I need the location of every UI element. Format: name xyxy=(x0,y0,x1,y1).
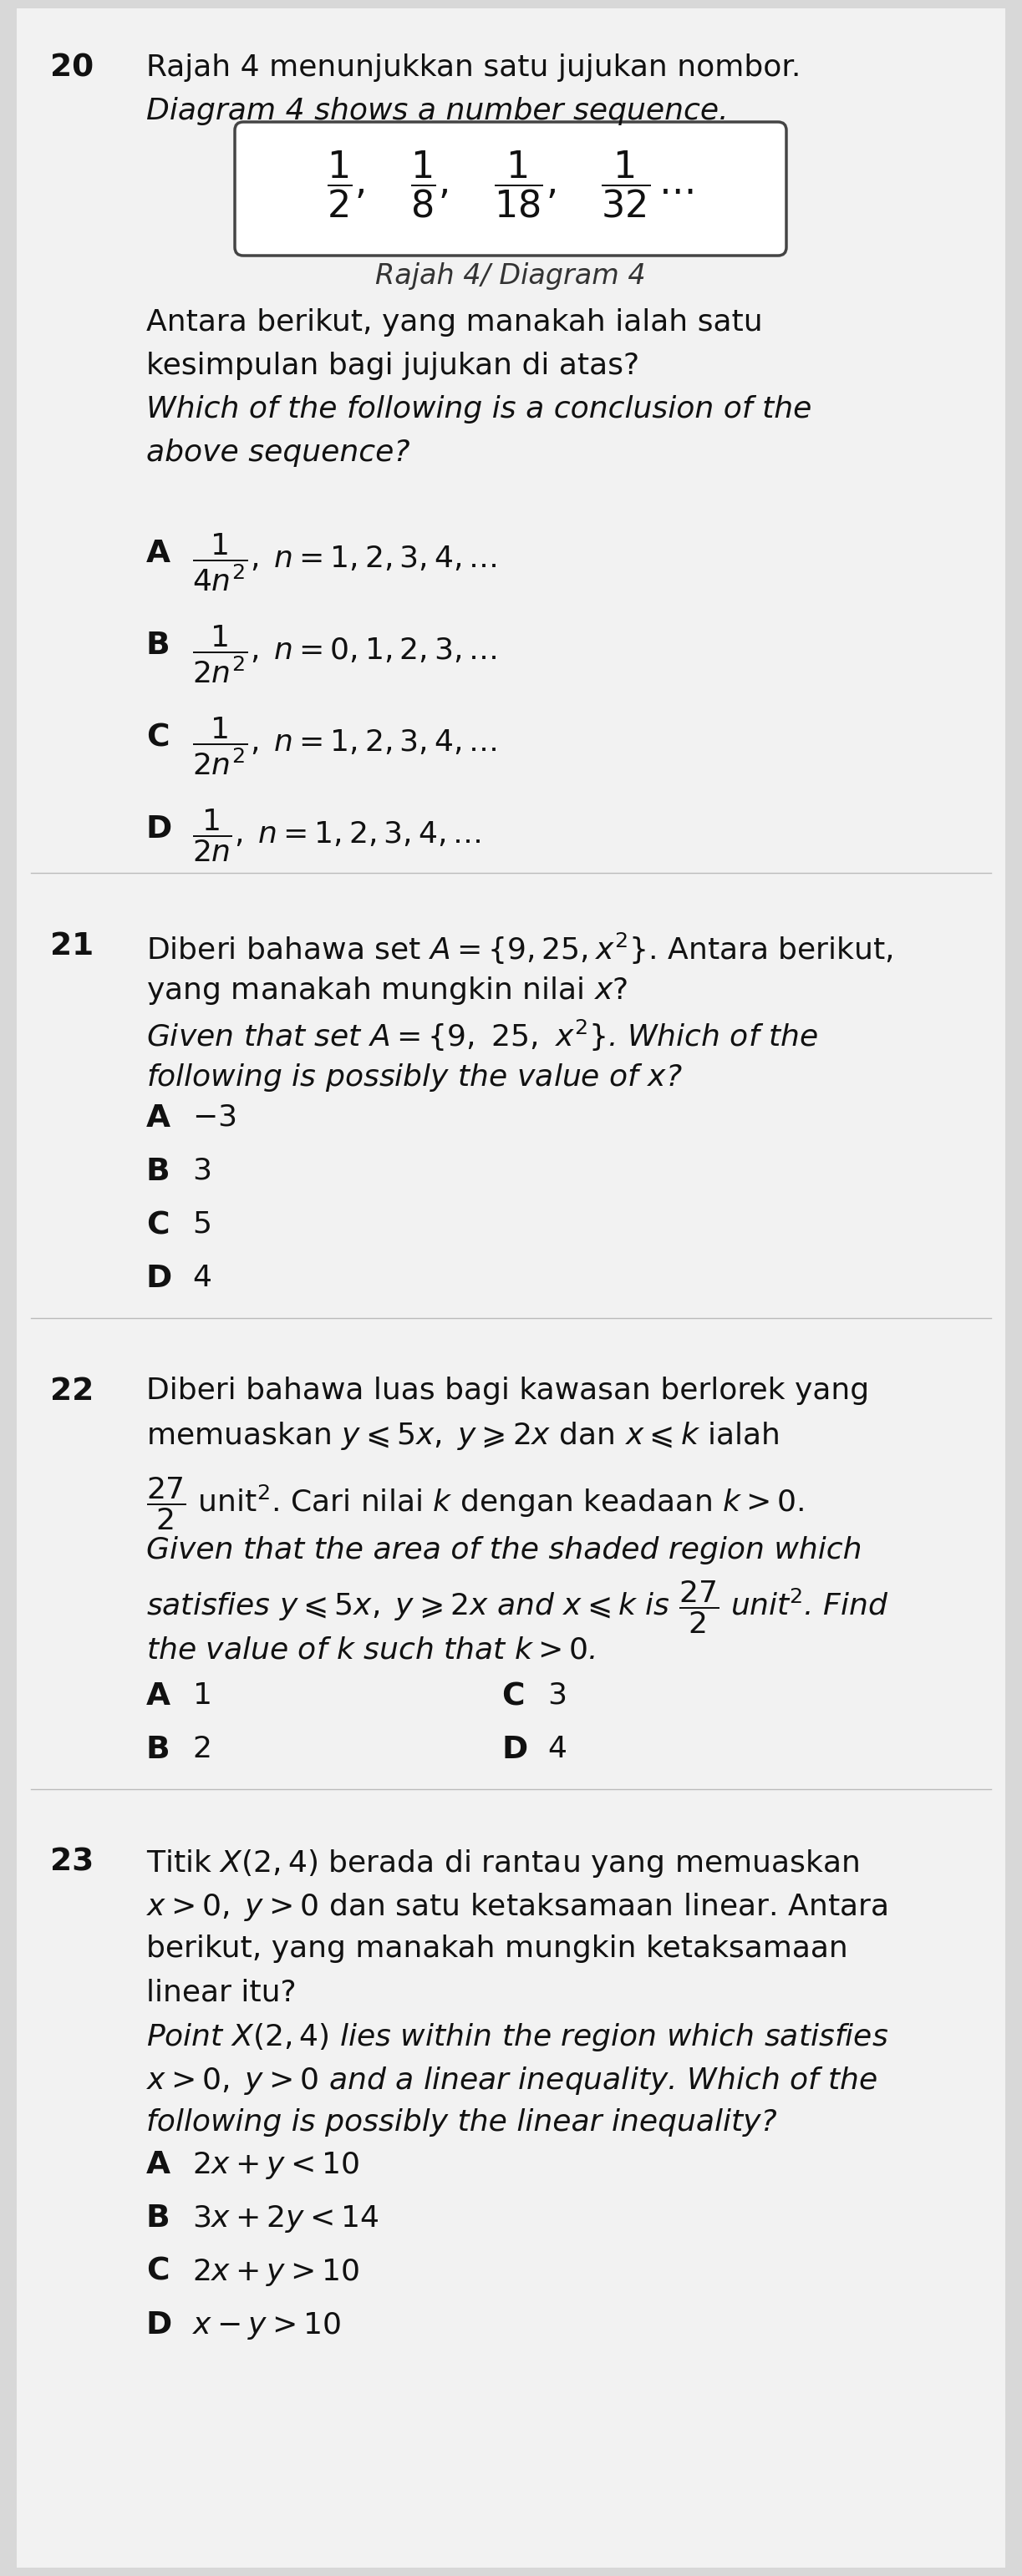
Text: $3x+2y<14$: $3x+2y<14$ xyxy=(192,2202,379,2233)
Text: Rajah 4 menunjukkan satu jujukan nombor.: Rajah 4 menunjukkan satu jujukan nombor. xyxy=(146,54,801,82)
Text: Titik $X(2,4)$ berada di rantau yang memuaskan: Titik $X(2,4)$ berada di rantau yang mem… xyxy=(146,1847,860,1880)
Text: D: D xyxy=(502,1734,527,1765)
Text: Diberi bahawa set $A=\{9,25,x^2\}$. Antara berikut,: Diberi bahawa set $A=\{9,25,x^2\}$. Anta… xyxy=(146,933,893,966)
Text: A: A xyxy=(146,1682,171,1710)
Text: $3$: $3$ xyxy=(548,1682,566,1710)
Text: $\dfrac{1}{2},\quad\dfrac{1}{8},\quad\dfrac{1}{18},\quad\dfrac{1}{32}\,\ldots$: $\dfrac{1}{2},\quad\dfrac{1}{8},\quad\df… xyxy=(327,149,694,219)
Text: 21: 21 xyxy=(50,933,94,961)
Text: $\dfrac{1}{2n},\;n=1,2,3,4,\ldots$: $\dfrac{1}{2n},\;n=1,2,3,4,\ldots$ xyxy=(192,809,481,863)
Text: Rajah 4/ Diagram 4: Rajah 4/ Diagram 4 xyxy=(375,263,646,291)
Text: $4$: $4$ xyxy=(548,1734,566,1765)
Text: Diberi bahawa luas bagi kawasan berlorek yang: Diberi bahawa luas bagi kawasan berlorek… xyxy=(146,1376,869,1404)
Text: C: C xyxy=(146,721,170,752)
Text: the value of $k$ such that $k>0$.: the value of $k$ such that $k>0$. xyxy=(146,1636,595,1664)
Text: A: A xyxy=(146,2151,171,2179)
FancyBboxPatch shape xyxy=(16,8,1006,2568)
Text: D: D xyxy=(146,814,173,845)
Text: 20: 20 xyxy=(50,54,94,82)
Text: D: D xyxy=(146,1265,173,1293)
Text: $x>0,\;y>0$ and a linear inequality. Which of the: $x>0,\;y>0$ and a linear inequality. Whi… xyxy=(146,2066,878,2097)
Text: $4$: $4$ xyxy=(192,1265,212,1293)
Text: C: C xyxy=(502,1682,524,1710)
Text: $x>0,\;y>0$ dan satu ketaksamaan linear. Antara: $x>0,\;y>0$ dan satu ketaksamaan linear.… xyxy=(146,1891,887,1922)
Text: following is possibly the value of $x$?: following is possibly the value of $x$? xyxy=(146,1061,683,1092)
Text: $-3$: $-3$ xyxy=(192,1103,236,1131)
Text: Given that set $A = \{9,\ 25,\ x^2\}$. Which of the: Given that set $A = \{9,\ 25,\ x^2\}$. W… xyxy=(146,1018,818,1054)
Text: Antara berikut, yang manakah ialah satu: Antara berikut, yang manakah ialah satu xyxy=(146,309,762,337)
Text: Which of the following is a conclusion of the: Which of the following is a conclusion o… xyxy=(146,394,811,422)
Text: A: A xyxy=(146,538,171,569)
Text: linear itu?: linear itu? xyxy=(146,1978,296,2007)
Text: $2$: $2$ xyxy=(192,1734,211,1765)
Text: $5$: $5$ xyxy=(192,1211,211,1239)
Text: B: B xyxy=(146,1157,170,1188)
Text: B: B xyxy=(146,2202,170,2233)
Text: Point $X(2,4)$ lies within the region which satisfies: Point $X(2,4)$ lies within the region wh… xyxy=(146,2022,888,2053)
Text: $2x+y<10$: $2x+y<10$ xyxy=(192,2151,360,2182)
Text: $\dfrac{1}{4n^2},\;n=1,2,3,4,\ldots$: $\dfrac{1}{4n^2},\;n=1,2,3,4,\ldots$ xyxy=(192,533,497,592)
Text: $\dfrac{1}{2n^2},\;n=0,1,2,3,\ldots$: $\dfrac{1}{2n^2},\;n=0,1,2,3,\ldots$ xyxy=(192,623,497,685)
Text: Diagram 4 shows a number sequence.: Diagram 4 shows a number sequence. xyxy=(146,98,729,126)
Text: C: C xyxy=(146,2257,170,2287)
Text: C: C xyxy=(146,1211,170,1242)
Text: A: A xyxy=(146,1103,171,1133)
Text: $1$: $1$ xyxy=(192,1682,211,1710)
Text: berikut, yang manakah mungkin ketaksamaan: berikut, yang manakah mungkin ketaksamaa… xyxy=(146,1935,848,1963)
Text: $2x+y>10$: $2x+y>10$ xyxy=(192,2257,360,2287)
FancyBboxPatch shape xyxy=(235,121,786,255)
Text: $\dfrac{27}{2}$ unit$^2$. Cari nilai $k$ dengan keadaan $k>0$.: $\dfrac{27}{2}$ unit$^2$. Cari nilai $k$… xyxy=(146,1476,804,1533)
Text: $x-y>10$: $x-y>10$ xyxy=(192,2311,341,2342)
Text: kesimpulan bagi jujukan di atas?: kesimpulan bagi jujukan di atas? xyxy=(146,353,640,381)
Text: $\dfrac{1}{2n^2},\;n=1,2,3,4,\ldots$: $\dfrac{1}{2n^2},\;n=1,2,3,4,\ldots$ xyxy=(192,716,497,778)
Text: yang manakah mungkin nilai $x$?: yang manakah mungkin nilai $x$? xyxy=(146,974,628,1007)
Text: memuaskan $y\leqslant 5x,\;y\geqslant 2x$ dan $x\leqslant k$ ialah: memuaskan $y\leqslant 5x,\;y\geqslant 2x… xyxy=(146,1419,779,1453)
Text: 22: 22 xyxy=(50,1376,94,1406)
Text: Given that the area of the shaded region which: Given that the area of the shaded region… xyxy=(146,1535,862,1564)
Text: B: B xyxy=(146,1734,170,1765)
Text: above sequence?: above sequence? xyxy=(146,438,410,466)
Text: following is possibly the linear inequality?: following is possibly the linear inequal… xyxy=(146,2107,777,2136)
Text: $3$: $3$ xyxy=(192,1157,211,1185)
Text: 23: 23 xyxy=(50,1847,94,1878)
Text: B: B xyxy=(146,631,170,659)
Text: satisfies $y\leqslant 5x,\;y\geqslant 2x$ and $x\leqslant k$ is $\dfrac{27}{2}$ : satisfies $y\leqslant 5x,\;y\geqslant 2x… xyxy=(146,1579,888,1636)
Text: D: D xyxy=(146,2311,173,2342)
